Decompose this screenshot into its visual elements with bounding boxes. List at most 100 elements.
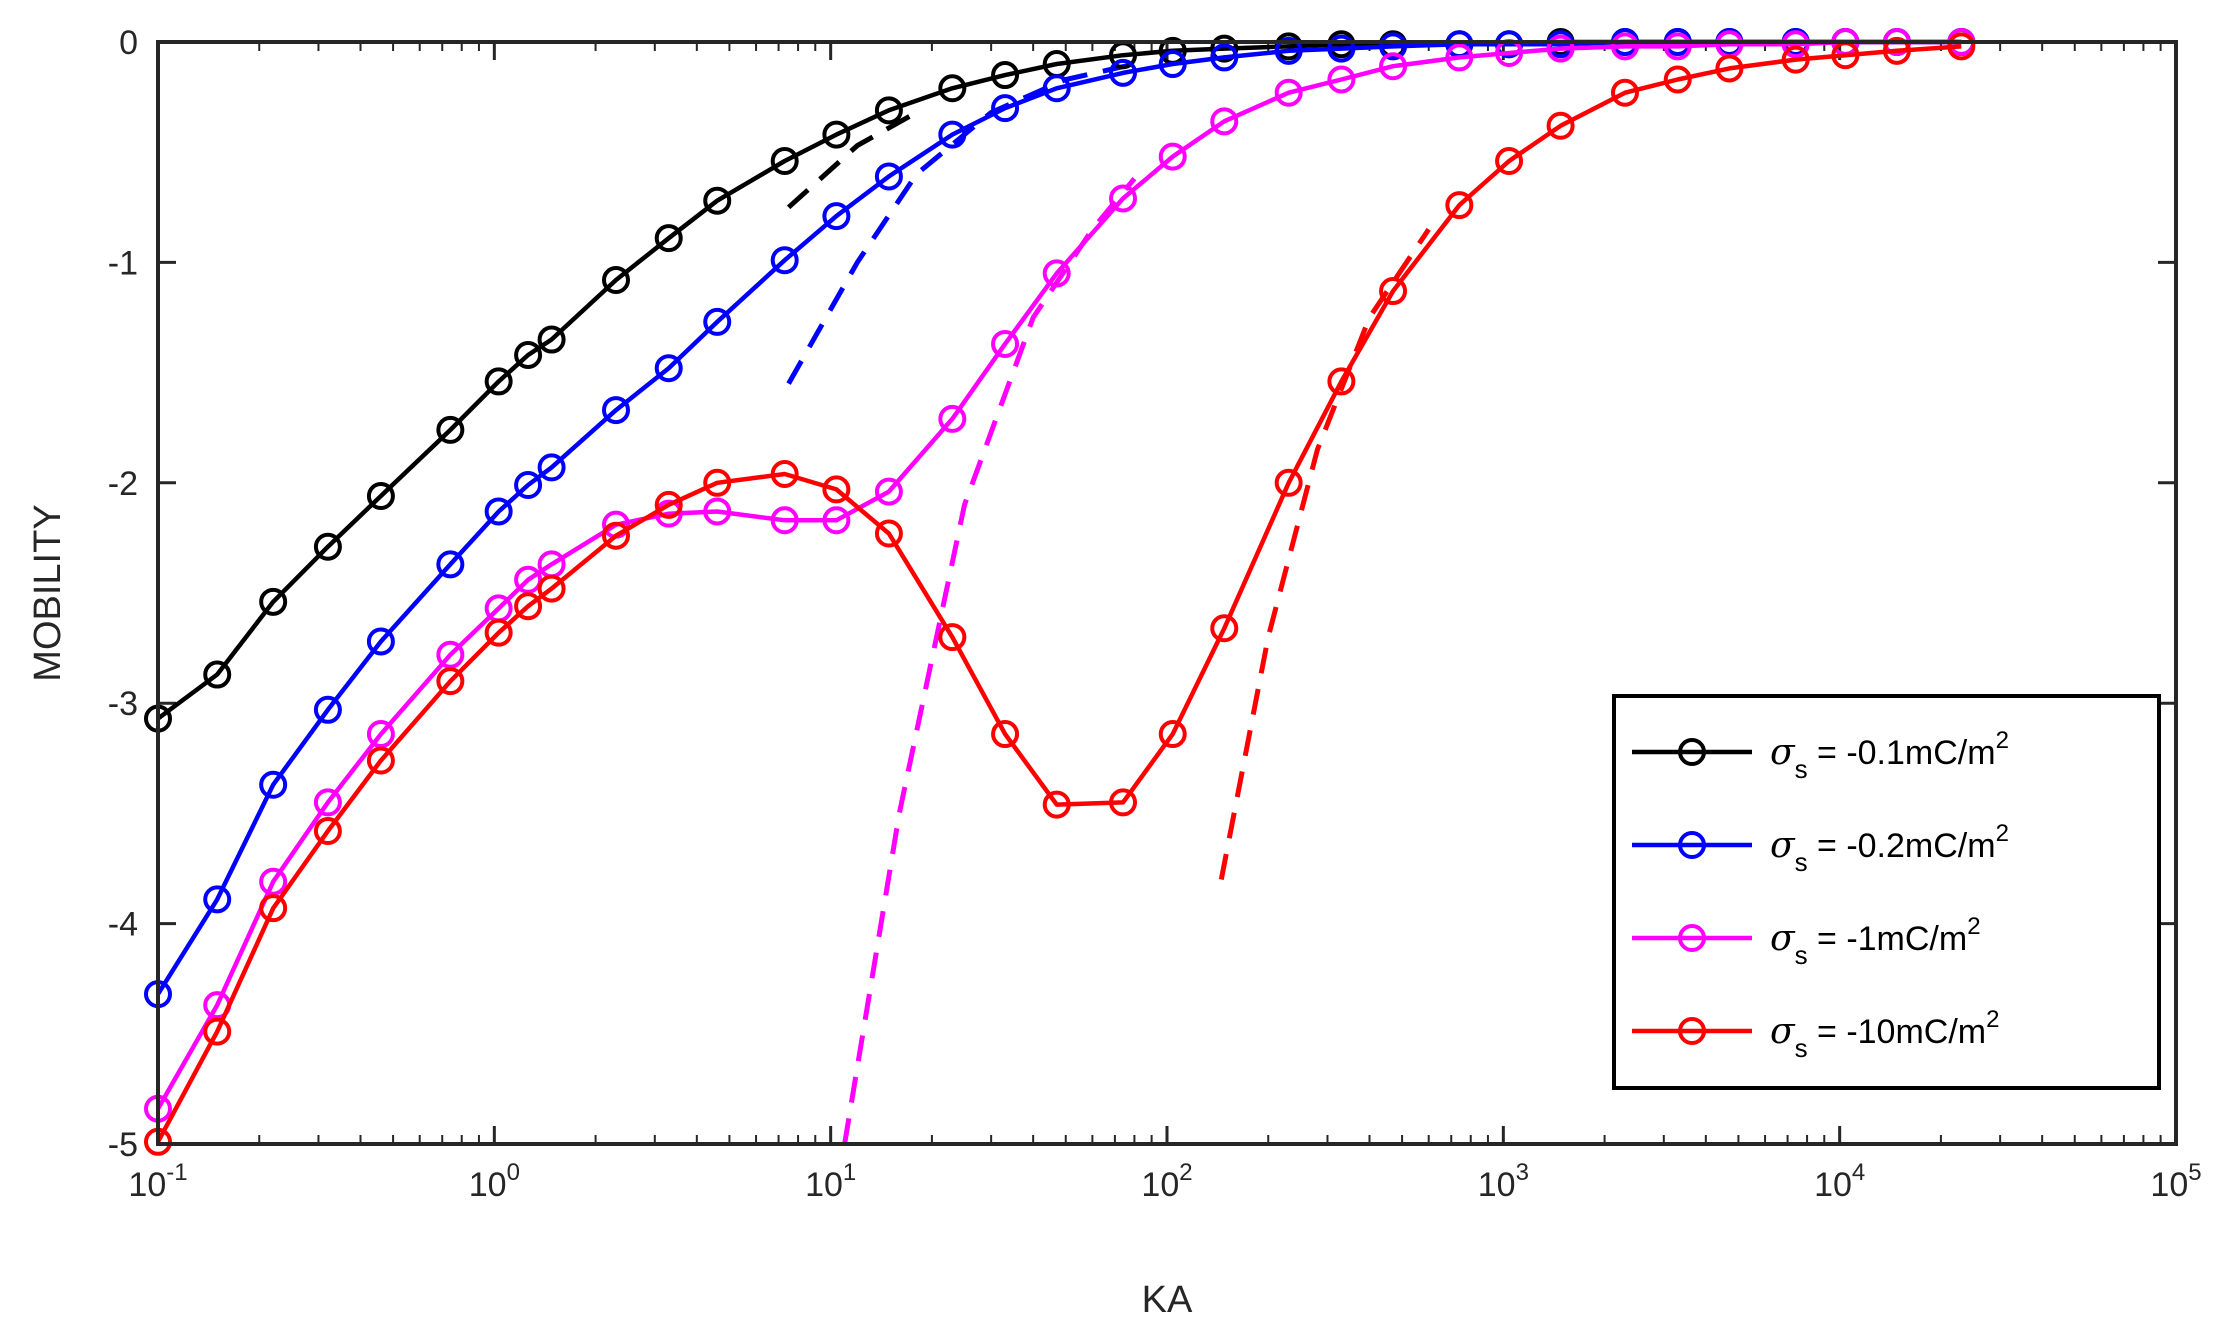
- x-axis-label: KA: [1142, 1279, 1193, 1321]
- legend-marker: [1678, 1017, 1706, 1045]
- legend-superscript: 2: [1967, 913, 1980, 940]
- data-point: [1158, 720, 1187, 749]
- asymptote-line: [842, 177, 1137, 1145]
- data-point: [703, 497, 732, 526]
- legend-superscript: 2: [1986, 1006, 1999, 1033]
- x-tick-exponent: 0: [507, 1159, 520, 1186]
- data-point: [537, 574, 566, 603]
- legend-sigma: σ: [1770, 825, 1796, 866]
- x-tick-label: 104: [1814, 1159, 1865, 1204]
- data-point: [259, 770, 288, 799]
- data-point: [991, 720, 1020, 749]
- asymptote-line: [786, 110, 918, 210]
- x-tick-exponent: -1: [166, 1159, 187, 1186]
- data-point: [703, 307, 732, 336]
- data-point: [1781, 45, 1810, 74]
- data-point: [259, 894, 288, 923]
- data-point: [601, 266, 630, 295]
- data-point: [537, 453, 566, 482]
- data-point: [1274, 78, 1303, 107]
- series-group: [144, 28, 1976, 1123]
- data-point: [313, 695, 342, 724]
- x-tick-exponent: 1: [843, 1159, 856, 1186]
- data-point: [1495, 30, 1524, 59]
- data-point: [514, 592, 543, 621]
- data-point: [1274, 36, 1303, 65]
- y-axis-label: MOBILITY: [27, 504, 69, 681]
- data-point: [1379, 277, 1408, 306]
- data-point: [1327, 34, 1356, 63]
- data-point: [203, 1017, 232, 1046]
- x-tick-exponent: 3: [1516, 1159, 1529, 1186]
- data-point: [436, 667, 465, 696]
- y-tick-label: -2: [108, 465, 138, 503]
- legend-sigma: σ: [1770, 732, 1796, 773]
- data-point: [703, 186, 732, 215]
- x-tick-base: 10: [1478, 1166, 1516, 1204]
- data-point: [1663, 65, 1692, 94]
- data-point: [1610, 78, 1639, 107]
- asymptote-line: [1218, 227, 1431, 880]
- data-point: [938, 623, 967, 652]
- data-point: [484, 618, 513, 647]
- legend-marker: [1678, 831, 1706, 859]
- data-point: [537, 325, 566, 354]
- data-point: [1610, 32, 1639, 61]
- data-point: [654, 490, 683, 519]
- data-point: [822, 202, 851, 231]
- x-tick-base: 10: [469, 1166, 507, 1204]
- data-point: [1546, 34, 1575, 63]
- data-point: [1210, 34, 1239, 63]
- data-point: [1379, 52, 1408, 81]
- data-point: [822, 506, 851, 535]
- data-point: [703, 468, 732, 497]
- legend-subscript: s: [1795, 754, 1808, 784]
- data-point: [1327, 65, 1356, 94]
- legend-marker: [1678, 738, 1706, 766]
- x-tick-label: 101: [805, 1159, 856, 1204]
- data-point: [1495, 147, 1524, 176]
- data-point: [822, 475, 851, 504]
- data-point: [770, 506, 799, 535]
- data-point: [1109, 184, 1138, 213]
- data-point: [1715, 54, 1744, 83]
- y-tick-label: -4: [108, 906, 138, 944]
- data-point: [259, 867, 288, 896]
- data-point: [874, 162, 903, 191]
- data-point: [203, 660, 232, 689]
- legend-text: = -10mC/m: [1808, 1013, 1987, 1051]
- data-point: [1882, 36, 1911, 65]
- data-point: [484, 367, 513, 396]
- data-point: [874, 477, 903, 506]
- x-tick-label: 10-1: [128, 1159, 187, 1204]
- y-tick-label: -5: [108, 1126, 138, 1164]
- data-point: [1210, 614, 1239, 643]
- data-point: [874, 519, 903, 548]
- data-point: [601, 521, 630, 550]
- x-tick-exponent: 2: [1179, 1159, 1192, 1186]
- data-point: [366, 482, 395, 511]
- data-point: [1042, 790, 1071, 819]
- data-point: [1379, 32, 1408, 61]
- data-point: [1445, 191, 1474, 220]
- data-point: [1781, 30, 1810, 59]
- y-tick-label: -1: [108, 244, 138, 282]
- series-line: [156, 39, 1962, 1110]
- data-point: [770, 147, 799, 176]
- data-point: [874, 96, 903, 125]
- plot-frame: [156, 40, 2178, 1146]
- data-point: [436, 640, 465, 669]
- legend-label: σs = -10mC/m2: [1770, 1006, 1999, 1063]
- legend-superscript: 2: [1996, 820, 2009, 847]
- data-point: [822, 120, 851, 149]
- legend-marker: [1678, 924, 1706, 952]
- x-tick-label: 100: [469, 1159, 520, 1204]
- asymptote-line: [786, 61, 1135, 385]
- data-point: [938, 404, 967, 433]
- data-point: [313, 817, 342, 846]
- data-point: [1042, 259, 1071, 288]
- series-line: [156, 44, 1962, 1143]
- y-tick-label: 0: [119, 24, 138, 62]
